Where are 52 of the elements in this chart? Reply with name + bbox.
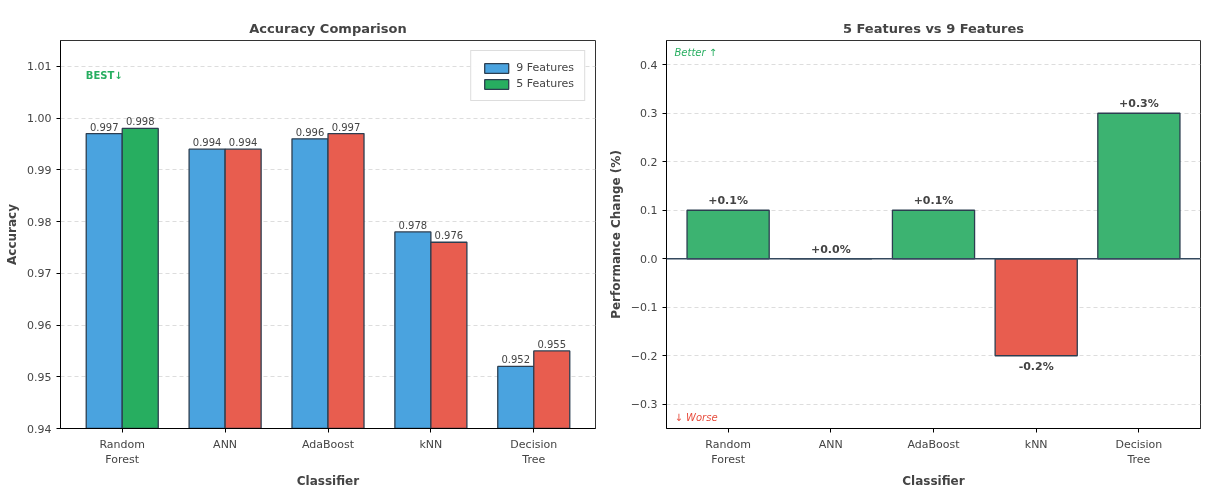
y-tick-label: −0.2: [630, 349, 658, 363]
y-tick-label: 0.97: [27, 267, 52, 281]
x-tick-label: AdaBoost: [301, 437, 355, 451]
y-tick-label: 0.98: [27, 215, 52, 229]
chart-title: 5 Features vs 9 Features: [842, 20, 1025, 36]
y-tick-label: 1.00: [27, 112, 52, 126]
y-tick-label: 0.94: [27, 422, 52, 436]
data-label: 0.994: [192, 137, 222, 149]
x-tick-label: AdaBoost: [907, 437, 961, 451]
data-label: +0.1%: [913, 194, 954, 208]
x-tick-label: ANN: [213, 437, 238, 451]
x-axis-title: Classifier: [902, 474, 965, 489]
data-label: +0.1%: [708, 194, 748, 208]
y-tick-label: 0.3: [640, 107, 658, 121]
data-label: 0.997: [89, 121, 119, 133]
y-tick-label: 0.4: [640, 58, 658, 72]
x-tick-label: kNN: [419, 437, 443, 451]
annotation: BEST↓: [85, 70, 123, 81]
x-tick-label: Random Forest: [705, 437, 751, 467]
y-tick-label: 0.1: [640, 204, 658, 218]
data-label: +0.3%: [1119, 97, 1159, 111]
y-tick-label: 0.96: [27, 319, 52, 333]
y-tick-label: 0.99: [27, 163, 52, 177]
y-tick-label: 0.0: [640, 252, 658, 266]
y-tick-label: 0.2: [640, 155, 658, 169]
legend-label: 5 Features: [516, 77, 574, 90]
y-tick-label: 0.95: [27, 370, 52, 384]
y-tick-label: −0.3: [630, 398, 658, 412]
data-label: 0.994: [228, 137, 258, 149]
x-tick-label: ANN: [818, 437, 843, 451]
legend-label: 9 Features: [516, 61, 574, 74]
data-label: 0.998: [125, 116, 155, 128]
y-tick-label: 1.01: [27, 60, 52, 74]
x-axis-title: Classifier: [296, 474, 360, 489]
data-label: 0.955: [537, 338, 567, 350]
x-tick-label: Random Forest: [99, 437, 146, 467]
data-label: 0.976: [434, 230, 464, 242]
x-tick-label: Decision Tree: [510, 437, 558, 467]
x-tick-label: kNN: [1024, 437, 1048, 451]
y-tick-label: −0.1: [630, 301, 658, 315]
annotation: Better ↑: [674, 46, 718, 58]
data-label: 0.952: [501, 354, 531, 366]
data-label: 0.997: [331, 121, 361, 133]
annotation: ↓ Worse: [674, 411, 718, 423]
data-label: +0.0%: [810, 242, 851, 256]
chart-title: Accuracy Comparison: [249, 20, 407, 36]
y-axis-title: Accuracy: [5, 203, 20, 265]
data-label: 0.996: [295, 126, 325, 138]
x-tick-label: Decision Tree: [1115, 437, 1163, 467]
data-label: 0.978: [398, 219, 428, 231]
data-label: -0.2%: [1018, 359, 1054, 373]
y-axis-title: Performance Change (%): [608, 150, 623, 319]
